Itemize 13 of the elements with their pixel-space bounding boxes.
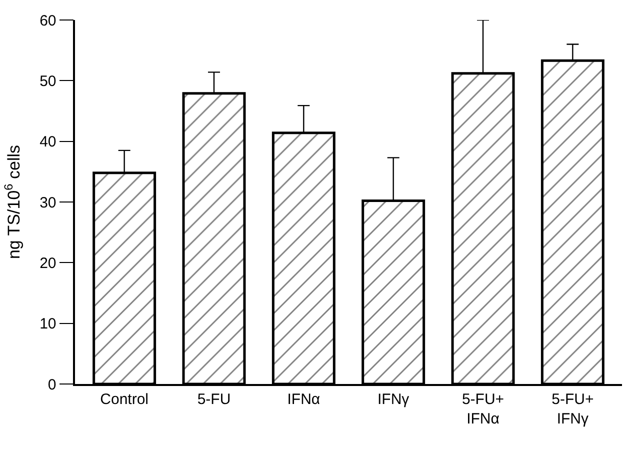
y-tick-label: 40 bbox=[40, 134, 56, 151]
x-tick-label: IFNγ bbox=[378, 391, 410, 408]
y-tick-label: 50 bbox=[40, 72, 56, 90]
x-tick-label: Control bbox=[100, 391, 148, 408]
x-tick-label: 5-FU+ IFNα bbox=[462, 391, 504, 428]
y-tick-label: 10 bbox=[40, 316, 56, 333]
y-tick-label: 20 bbox=[40, 254, 56, 272]
x-tick-label: 5-FU+ IFNγ bbox=[552, 391, 594, 428]
x-tick-label: IFNα bbox=[287, 391, 320, 408]
y-tick-label: 0 bbox=[48, 376, 56, 394]
y-tick-label: 60 bbox=[40, 12, 56, 30]
y-tick-label: 30 bbox=[40, 194, 56, 212]
x-tick-label: 5-FU bbox=[197, 391, 231, 408]
